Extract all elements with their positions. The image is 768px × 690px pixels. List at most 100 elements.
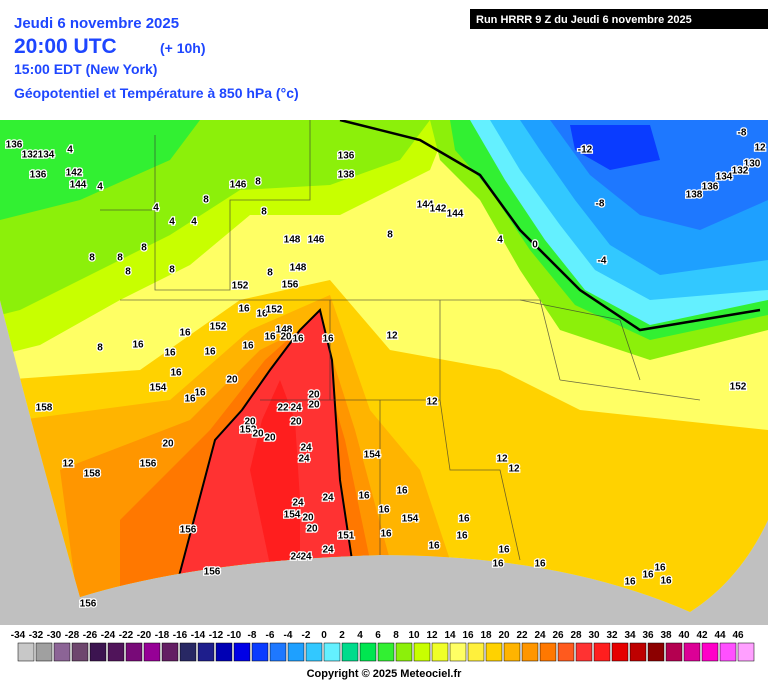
contour-label: 4 <box>169 217 175 228</box>
contour-label: 146 <box>230 180 247 191</box>
colorbar: -34 -32 -30 -28 -26 -24 -22 -20 -18 -16 -14 -12 -10-… <box>11 630 755 662</box>
contour-label: 4 <box>153 203 159 214</box>
contour-label: 158 <box>36 403 53 414</box>
contour-label: 16 <box>654 563 666 574</box>
color-swatch <box>737 642 755 662</box>
colorbar-label: 4 <box>357 630 363 641</box>
field-title: Géopotentiel et Température à 850 hPa (°… <box>14 85 299 101</box>
contour-label: 16 <box>204 347 216 358</box>
colorbar-label: -32 <box>29 630 44 641</box>
color-swatch <box>449 642 467 662</box>
date: Jeudi 6 novembre 2025 <box>14 15 179 32</box>
color-swatch <box>287 642 305 662</box>
contour-label: 22 <box>277 403 289 414</box>
color-swatch <box>521 642 539 662</box>
contour-label: 16 <box>492 559 504 570</box>
contour-label: 154 <box>402 514 419 525</box>
color-swatch <box>701 642 719 662</box>
colorbar-label: 20 <box>498 630 510 641</box>
contour-label: 12 <box>508 464 520 475</box>
color-swatch <box>395 642 413 662</box>
color-swatch <box>557 642 575 662</box>
colorbar-label: -18 <box>155 630 170 641</box>
color-swatch <box>503 642 521 662</box>
contour-label: 136 <box>338 151 355 162</box>
colorbar-label: -12 <box>209 630 224 641</box>
contour-label: 8 <box>141 243 147 254</box>
contour-label: 16 <box>660 576 672 587</box>
color-swatch <box>467 642 485 662</box>
colorbar-label: 14 <box>444 630 456 641</box>
contour-label: 16 <box>184 394 196 405</box>
contour-label: 156 <box>204 567 221 578</box>
contour-label: 4 <box>497 235 503 246</box>
contour-label: 24 <box>300 443 312 454</box>
colorbar-label: -30 <box>47 630 62 641</box>
colorbar-label: -22 <box>119 630 134 641</box>
contour-label: 24 <box>322 493 334 504</box>
contour-label: 144 <box>417 200 434 211</box>
colorbar-label: 16 <box>462 630 474 641</box>
contour-label: 12 <box>426 397 438 408</box>
contour-label: 130 <box>744 159 761 170</box>
colorbar-label: 44 <box>714 630 726 641</box>
contour-label: -8 <box>738 128 747 139</box>
color-swatch <box>269 642 287 662</box>
contour-label: 152 <box>240 425 257 436</box>
contour-label: 134 <box>716 172 733 183</box>
contour-label: 16 <box>132 340 144 351</box>
contour-label: 16 <box>242 341 254 352</box>
contour-label: 16 <box>322 334 334 345</box>
contour-label: 16 <box>534 559 546 570</box>
contour-label: 148 <box>290 263 307 274</box>
time-utc: 20:00 UTC <box>14 35 117 58</box>
contour-label: 8 <box>169 265 175 276</box>
colorbar-label: -28 <box>65 630 80 641</box>
color-swatch <box>629 642 647 662</box>
contour-label: 152 <box>210 322 227 333</box>
color-swatch <box>53 642 71 662</box>
colorbar-label: -34 <box>11 630 26 641</box>
color-swatch <box>719 642 737 662</box>
color-swatch <box>17 642 35 662</box>
contour-label: 12 <box>62 459 74 470</box>
color-swatch <box>683 642 701 662</box>
contour-label: 20 <box>308 400 320 411</box>
colorbar-label: 0 <box>321 630 327 641</box>
contour-label: 20 <box>226 375 238 386</box>
lead-time: (+ 10h) <box>160 40 206 56</box>
contour-label: 20 <box>280 332 292 343</box>
colorbar-label: -8 <box>248 630 257 641</box>
colorbar-label: 30 <box>588 630 600 641</box>
contour-label: 16 <box>358 491 370 502</box>
contour-label: 16 <box>264 332 276 343</box>
contour-label: 8 <box>117 253 123 264</box>
colorbar-label: -16 <box>173 630 188 641</box>
contour-label: 146 <box>308 235 325 246</box>
colorbar-label: -20 <box>137 630 152 641</box>
contour-label: 16 <box>164 348 176 359</box>
contour-label: 132 <box>732 166 749 177</box>
contour-label: 154 <box>150 383 167 394</box>
colorbar-label: 8 <box>393 630 399 641</box>
contour-label: 8 <box>97 343 103 354</box>
colorbar-label: 12 <box>426 630 438 641</box>
contour-label: 16 <box>396 486 408 497</box>
contour-label: 24 <box>292 498 304 509</box>
contour-label: 8 <box>261 207 267 218</box>
contour-label: -8 <box>596 199 605 210</box>
color-swatch <box>485 642 503 662</box>
contour-label: 24 <box>322 545 334 556</box>
contour-label: 16 <box>170 368 182 379</box>
color-swatch <box>233 642 251 662</box>
colorbar-label: 32 <box>606 630 618 641</box>
contour-label: 16 <box>642 570 654 581</box>
contour-label: 20 <box>306 524 318 535</box>
contour-label: 136 <box>30 170 47 181</box>
contour-label: 156 <box>80 599 97 610</box>
colorbar-label: 40 <box>678 630 690 641</box>
contour-label: 16 <box>428 541 440 552</box>
color-swatch <box>107 642 125 662</box>
color-swatch <box>125 642 143 662</box>
